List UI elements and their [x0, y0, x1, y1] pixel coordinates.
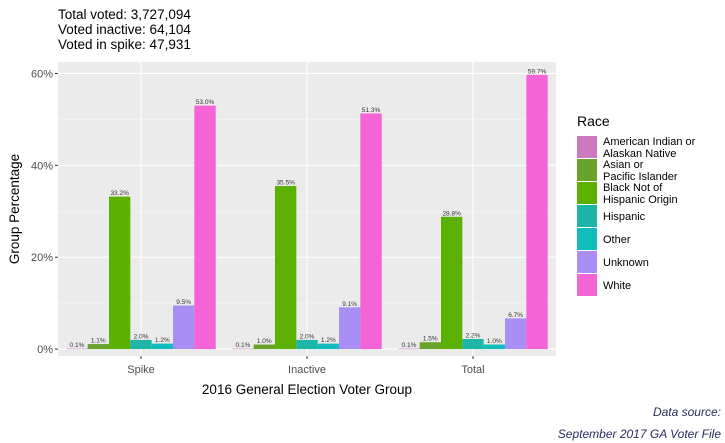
bar-data-label: 59.7%: [528, 68, 547, 75]
bar: [130, 339, 152, 350]
legend-key: [577, 159, 597, 181]
bar: [232, 348, 254, 350]
legend-key: [577, 228, 597, 250]
bar-data-label: 28.8%: [442, 210, 461, 217]
legend-label: Hispanic Origin: [603, 194, 678, 206]
y-axis-title: Group Percentage: [7, 154, 22, 264]
bar: [151, 343, 174, 350]
bar-data-label: 1.2%: [321, 337, 336, 344]
legend-label: Unknown: [603, 257, 649, 269]
bar-data-label: 1.2%: [155, 337, 170, 344]
bar-data-label: 0.1%: [402, 342, 417, 349]
bar: [483, 344, 506, 350]
bar: [317, 343, 340, 350]
bar-data-label: 1.0%: [257, 338, 272, 345]
x-tick-label: Inactive: [288, 364, 326, 376]
bar: [253, 344, 275, 350]
bar: [419, 342, 441, 350]
subtitle-voted-inactive: Voted inactive: 64,104: [58, 22, 191, 37]
legend-label: Alaskan Native: [603, 148, 676, 160]
bar: [505, 318, 527, 350]
caption-data-source-file: September 2017 GA Voter File: [557, 427, 721, 441]
bar-data-label: 9.1%: [342, 301, 357, 308]
legend-key: [577, 274, 597, 296]
bar: [194, 105, 216, 350]
bar-data-label: 1.5%: [423, 336, 438, 343]
bar-data-label: 35.5%: [276, 180, 295, 187]
bar: [339, 307, 361, 350]
bar: [66, 348, 88, 350]
legend-label: Hispanic: [603, 211, 646, 223]
bar-data-label: 2.0%: [300, 333, 315, 340]
bar-data-label: 1.1%: [91, 338, 106, 345]
bar-data-label: 2.0%: [134, 333, 149, 340]
legend-label: American Indian or: [603, 136, 696, 148]
legend-label: Asian or: [603, 159, 644, 171]
bar: [173, 305, 195, 350]
y-tick-label: 20%: [31, 252, 53, 264]
bar: [360, 113, 382, 350]
bar-data-label: 53.0%: [196, 99, 215, 106]
legend-label: Pacific Islander: [603, 171, 678, 183]
legend-label: White: [603, 280, 631, 292]
legend-key: [577, 205, 597, 227]
bar-data-label: 51.3%: [362, 107, 381, 114]
y-tick-label: 60%: [31, 68, 53, 80]
x-tick-label: Spike: [127, 364, 155, 376]
legend-title: Race: [577, 113, 610, 129]
bar: [274, 186, 297, 350]
x-axis-title: 2016 General Election Voter Group: [202, 382, 412, 397]
bar: [87, 344, 109, 350]
bar-data-label: 0.1%: [70, 342, 85, 349]
bar: [440, 216, 463, 350]
bar: [296, 339, 318, 350]
x-tick-label: Total: [461, 364, 484, 376]
y-tick-label: 0%: [37, 344, 53, 356]
bar-data-label: 0.1%: [236, 342, 251, 349]
bar-data-label: 6.7%: [508, 312, 523, 319]
bar-data-label: 33.2%: [110, 190, 129, 197]
bar-data-label: 2.2%: [466, 333, 481, 340]
legend-label: Black Not of: [603, 182, 663, 194]
bar: [108, 196, 131, 350]
y-tick-label: 40%: [31, 160, 53, 172]
legend-label: Other: [603, 234, 631, 246]
subtitle-total-voted: Total voted: 3,727,094: [58, 7, 191, 22]
bar: [462, 339, 484, 350]
bar-data-label: 9.5%: [176, 299, 191, 306]
subtitle-voted-in-spike: Voted in spike: 47,931: [58, 37, 191, 52]
legend-key: [577, 182, 597, 204]
caption-data-source-label: Data source:: [652, 405, 721, 419]
bar-data-label: 1.0%: [487, 338, 502, 345]
legend-key: [577, 251, 597, 273]
bar: [526, 74, 548, 350]
bar: [398, 348, 420, 350]
legend-key: [577, 136, 597, 158]
